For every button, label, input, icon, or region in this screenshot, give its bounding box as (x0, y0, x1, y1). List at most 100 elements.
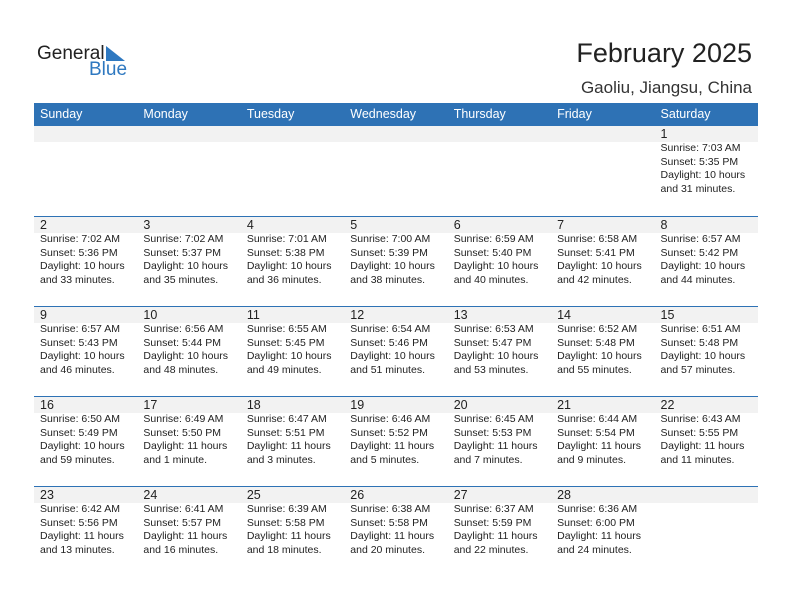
sunset: Sunset: 5:40 PM (453, 246, 532, 259)
day-number-strip (34, 487, 758, 503)
sunset: Sunset: 5:45 PM (246, 336, 325, 349)
daylight1: Daylight: 10 hours (40, 350, 125, 362)
day-number: 16 (40, 398, 54, 412)
daylight2: and 13 minutes. (40, 543, 115, 556)
day-cell: 25 Sunrise: 6:39 AM Sunset: 5:58 PM Dayligh… (241, 487, 344, 576)
day-number: 24 (143, 488, 158, 502)
day-cell: 19 Sunrise: 6:46 AM Sunset: 5:52 PM Dayligh… (344, 397, 447, 486)
weekday-thursday: Thursday (453, 107, 506, 121)
day-cell: 24 Sunrise: 6:41 AM Sunset: 5:57 PM Dayligh… (137, 487, 240, 576)
daylight1: Daylight: 11 hours (40, 530, 124, 542)
daylight2: and 49 minutes. (246, 363, 322, 376)
day-number: 9 (40, 308, 47, 322)
daylight1: Daylight: 11 hours (350, 530, 435, 542)
daylight1: Daylight: 10 hours (557, 260, 642, 272)
sunrise: Sunrise: 7:01 AM (246, 233, 327, 245)
weekday-header: Sunday Monday Tuesday Wednesday Thursday Frid… (34, 103, 758, 126)
daylight1: Daylight: 11 hours (143, 440, 228, 452)
daylight2: and 51 minutes. (350, 363, 425, 376)
day-cell: 18 Sunrise: 6:47 AM Sunset: 5:51 PM Dayligh… (241, 397, 344, 486)
sunrise: Sunrise: 6:39 AM (246, 503, 327, 515)
sunset: Sunset: 5:56 PM (40, 516, 118, 529)
day-number: 8 (660, 218, 668, 232)
day-number: 12 (350, 308, 365, 322)
week-row: 23 Sunrise: 6:42 AM Sunset: 5:56 PM Dayligh… (34, 486, 758, 576)
daylight1: Daylight: 11 hours (350, 440, 435, 452)
sunrise: Sunrise: 7:02 AM (143, 233, 224, 245)
day-number: 1 (660, 127, 668, 141)
day-number: 3 (143, 218, 151, 232)
empty-cell (241, 126, 344, 216)
daylight2: and 24 minutes. (557, 543, 632, 556)
sunset: Sunset: 5:53 PM (453, 426, 532, 439)
day-number: 7 (557, 218, 565, 232)
daylight1: Daylight: 11 hours (557, 440, 641, 452)
day-number: 20 (453, 398, 468, 412)
daylight1: Daylight: 11 hours (453, 530, 538, 542)
empty-cell (137, 126, 240, 216)
sunset: Sunset: 5:58 PM (350, 516, 428, 529)
daylight2: and 3 minutes. (246, 453, 316, 466)
sunrise: Sunrise: 6:51 AM (660, 323, 741, 335)
daylight2: and 1 minute. (143, 453, 208, 466)
daylight1: Daylight: 10 hours (660, 350, 746, 362)
daylight2: and 33 minutes. (40, 273, 115, 286)
sunrise: Sunrise: 6:59 AM (453, 233, 534, 245)
daylight1: Daylight: 10 hours (350, 350, 435, 362)
day-cell: 20 Sunrise: 6:45 AM Sunset: 5:53 PM Dayligh… (448, 397, 551, 486)
day-cell: 8 Sunrise: 6:57 AM Sunset: 5:42 PM Daylight… (655, 217, 758, 306)
sunset: Sunset: 5:49 PM (40, 426, 118, 439)
day-number: 19 (350, 398, 365, 412)
day-number: 25 (246, 488, 261, 502)
sunrise: Sunrise: 6:45 AM (453, 413, 534, 425)
sunrise: Sunrise: 6:37 AM (453, 503, 534, 515)
sunrise: Sunrise: 6:44 AM (557, 413, 638, 425)
week-row: 9 Sunrise: 6:57 AM Sunset: 5:43 PM Daylight… (34, 306, 758, 396)
day-cell: 22 Sunrise: 6:43 AM Sunset: 5:55 PM Dayligh… (655, 397, 758, 486)
day-number: 26 (350, 488, 365, 502)
day-number-strip (34, 397, 758, 413)
daylight1: Daylight: 10 hours (40, 260, 125, 272)
daylight1: Daylight: 10 hours (453, 260, 539, 272)
sunset: Sunset: 5:58 PM (246, 516, 325, 529)
sunrise: Sunrise: 7:00 AM (350, 233, 431, 245)
sunrise: Sunrise: 6:49 AM (143, 413, 224, 425)
sunset: Sunset: 5:35 PM (660, 155, 739, 168)
daylight2: and 40 minutes. (453, 273, 529, 286)
daylight1: Daylight: 10 hours (143, 350, 229, 362)
daylight2: and 9 minutes. (557, 453, 626, 466)
day-number: 2 (40, 218, 47, 232)
daylight2: and 31 minutes. (660, 182, 736, 195)
day-number: 15 (660, 308, 675, 322)
day-cell: 9 Sunrise: 6:57 AM Sunset: 5:43 PM Daylight… (34, 307, 137, 396)
day-cell: 15 Sunrise: 6:51 AM Sunset: 5:48 PM Dayligh… (655, 307, 758, 396)
empty-cell (655, 487, 758, 576)
day-cell: 1 Sunrise: 7:03 AM Sunset: 5:35 PM Daylight… (655, 126, 758, 216)
sunset: Sunset: 5:48 PM (660, 336, 739, 349)
sunset: Sunset: 5:48 PM (557, 336, 635, 349)
empty-cell (448, 126, 551, 216)
sunset: Sunset: 5:47 PM (453, 336, 532, 349)
day-number: 27 (453, 488, 468, 502)
sunset: Sunset: 5:50 PM (143, 426, 222, 439)
daylight1: Daylight: 10 hours (660, 169, 746, 181)
sunset: Sunset: 5:52 PM (350, 426, 428, 439)
day-cell: 7 Sunrise: 6:58 AM Sunset: 5:41 PM Daylight… (551, 217, 654, 306)
day-cell: 27 Sunrise: 6:37 AM Sunset: 5:59 PM Dayligh… (448, 487, 551, 576)
sunset: Sunset: 5:43 PM (40, 336, 118, 349)
daylight2: and 44 minutes. (660, 273, 736, 286)
daylight2: and 36 minutes. (246, 273, 322, 286)
empty-cell (344, 126, 447, 216)
sunrise: Sunrise: 6:42 AM (40, 503, 120, 515)
day-cell: 28 Sunrise: 6:36 AM Sunset: 6:00 PM Dayligh… (551, 487, 654, 576)
day-cell: 5 Sunrise: 7:00 AM Sunset: 5:39 PM Daylight… (344, 217, 447, 306)
daylight2: and 57 minutes. (660, 363, 736, 376)
daylight1: Daylight: 10 hours (143, 260, 229, 272)
sunrise: Sunrise: 6:58 AM (557, 233, 638, 245)
sunset: Sunset: 6:00 PM (557, 516, 635, 529)
weekday-wednesday: Wednesday (350, 107, 417, 121)
sunset: Sunset: 5:44 PM (143, 336, 222, 349)
daylight1: Daylight: 10 hours (660, 260, 746, 272)
page-title: February 2025 (576, 38, 752, 68)
daylight2: and 16 minutes. (143, 543, 219, 556)
